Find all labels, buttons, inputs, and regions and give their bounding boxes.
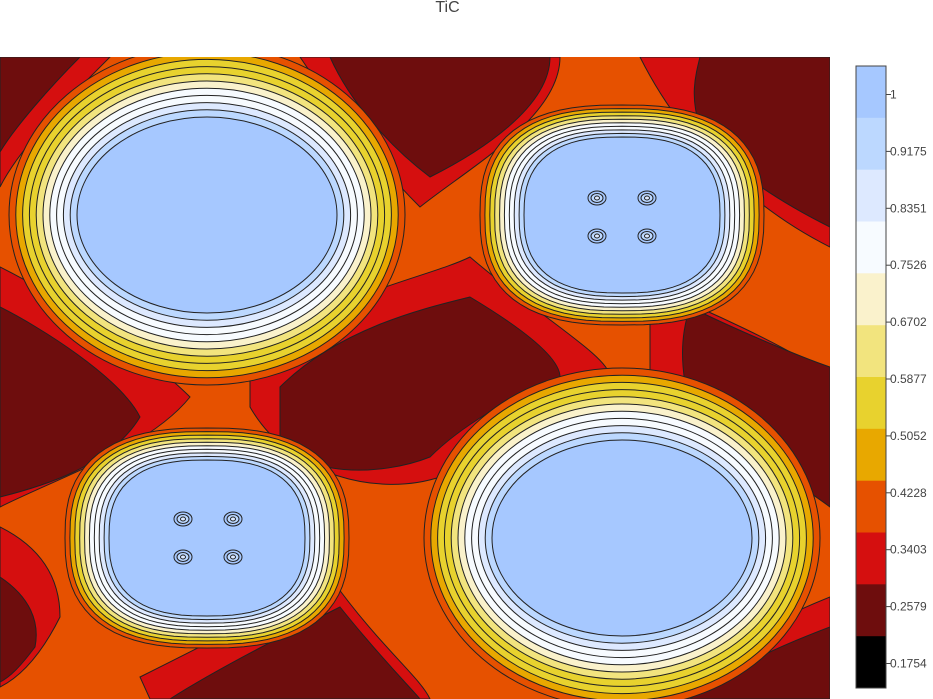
colorbar-band <box>856 480 886 533</box>
valley-dark-0 <box>0 57 81 153</box>
colorbar-frame <box>855 65 887 689</box>
spot-inner-5 <box>230 516 236 522</box>
valley-dark-7 <box>169 606 421 699</box>
spot-inner-2 <box>594 233 600 239</box>
spot-inner-7 <box>230 554 236 560</box>
spot-inner-4 <box>180 516 186 522</box>
colorbar-tick-label: 0.5052 <box>890 429 927 443</box>
colorbar-tick-label: 0.2579 <box>890 600 927 614</box>
colorbar-band <box>856 221 886 274</box>
colorbar: 1 0.9175 0.8351 0.7526 0.6702 0.5877 0.5052 0.4… <box>855 65 933 699</box>
colorbar-tick-label: 0.7526 <box>890 258 927 272</box>
chart-title: TiC <box>435 0 460 16</box>
valley-dark-1 <box>329 57 551 178</box>
spot-inner-3 <box>644 233 650 239</box>
colorbar-band <box>856 532 886 585</box>
colorbar-band <box>856 636 886 689</box>
colorbar-band <box>856 66 886 119</box>
contour-plot <box>0 57 830 699</box>
colorbar-tick-label: 1 <box>890 88 897 102</box>
colorbar-band <box>856 325 886 378</box>
colorbar-tick-label: 0.6702 <box>890 315 927 329</box>
colorbar-tick-label: 0.1754 <box>890 657 927 671</box>
spot-inner-0 <box>594 195 600 201</box>
peak-TR-band-9 <box>523 136 721 294</box>
colorbar-band <box>856 273 886 326</box>
colorbar-svg: 1 0.9175 0.8351 0.7526 0.6702 0.5877 0.5052 0.4… <box>855 65 927 689</box>
colorbar-band <box>856 377 886 430</box>
colorbar-tick-label: 0.3403 <box>890 543 927 557</box>
spot-inner-1 <box>644 195 650 201</box>
spot-inner-6 <box>180 554 186 560</box>
colorbar-band <box>856 169 886 222</box>
colorbar-band <box>856 117 886 171</box>
colorbar-tick-label: 0.9175 <box>890 144 927 158</box>
valley-dark-6 <box>0 576 37 683</box>
colorbar-band <box>856 428 886 482</box>
contour-plot-area[interactable] <box>0 57 830 699</box>
colorbar-tick-label: 0.5877 <box>890 372 927 386</box>
peak-BR-band-10 <box>491 439 753 637</box>
peak-TL-band-10 <box>76 116 338 314</box>
peak-BL-band-9 <box>108 459 306 617</box>
colorbar-tick-label: 0.8351 <box>890 201 927 215</box>
colorbar-tick-label: 0.4228 <box>890 486 927 500</box>
colorbar-band <box>856 584 886 637</box>
